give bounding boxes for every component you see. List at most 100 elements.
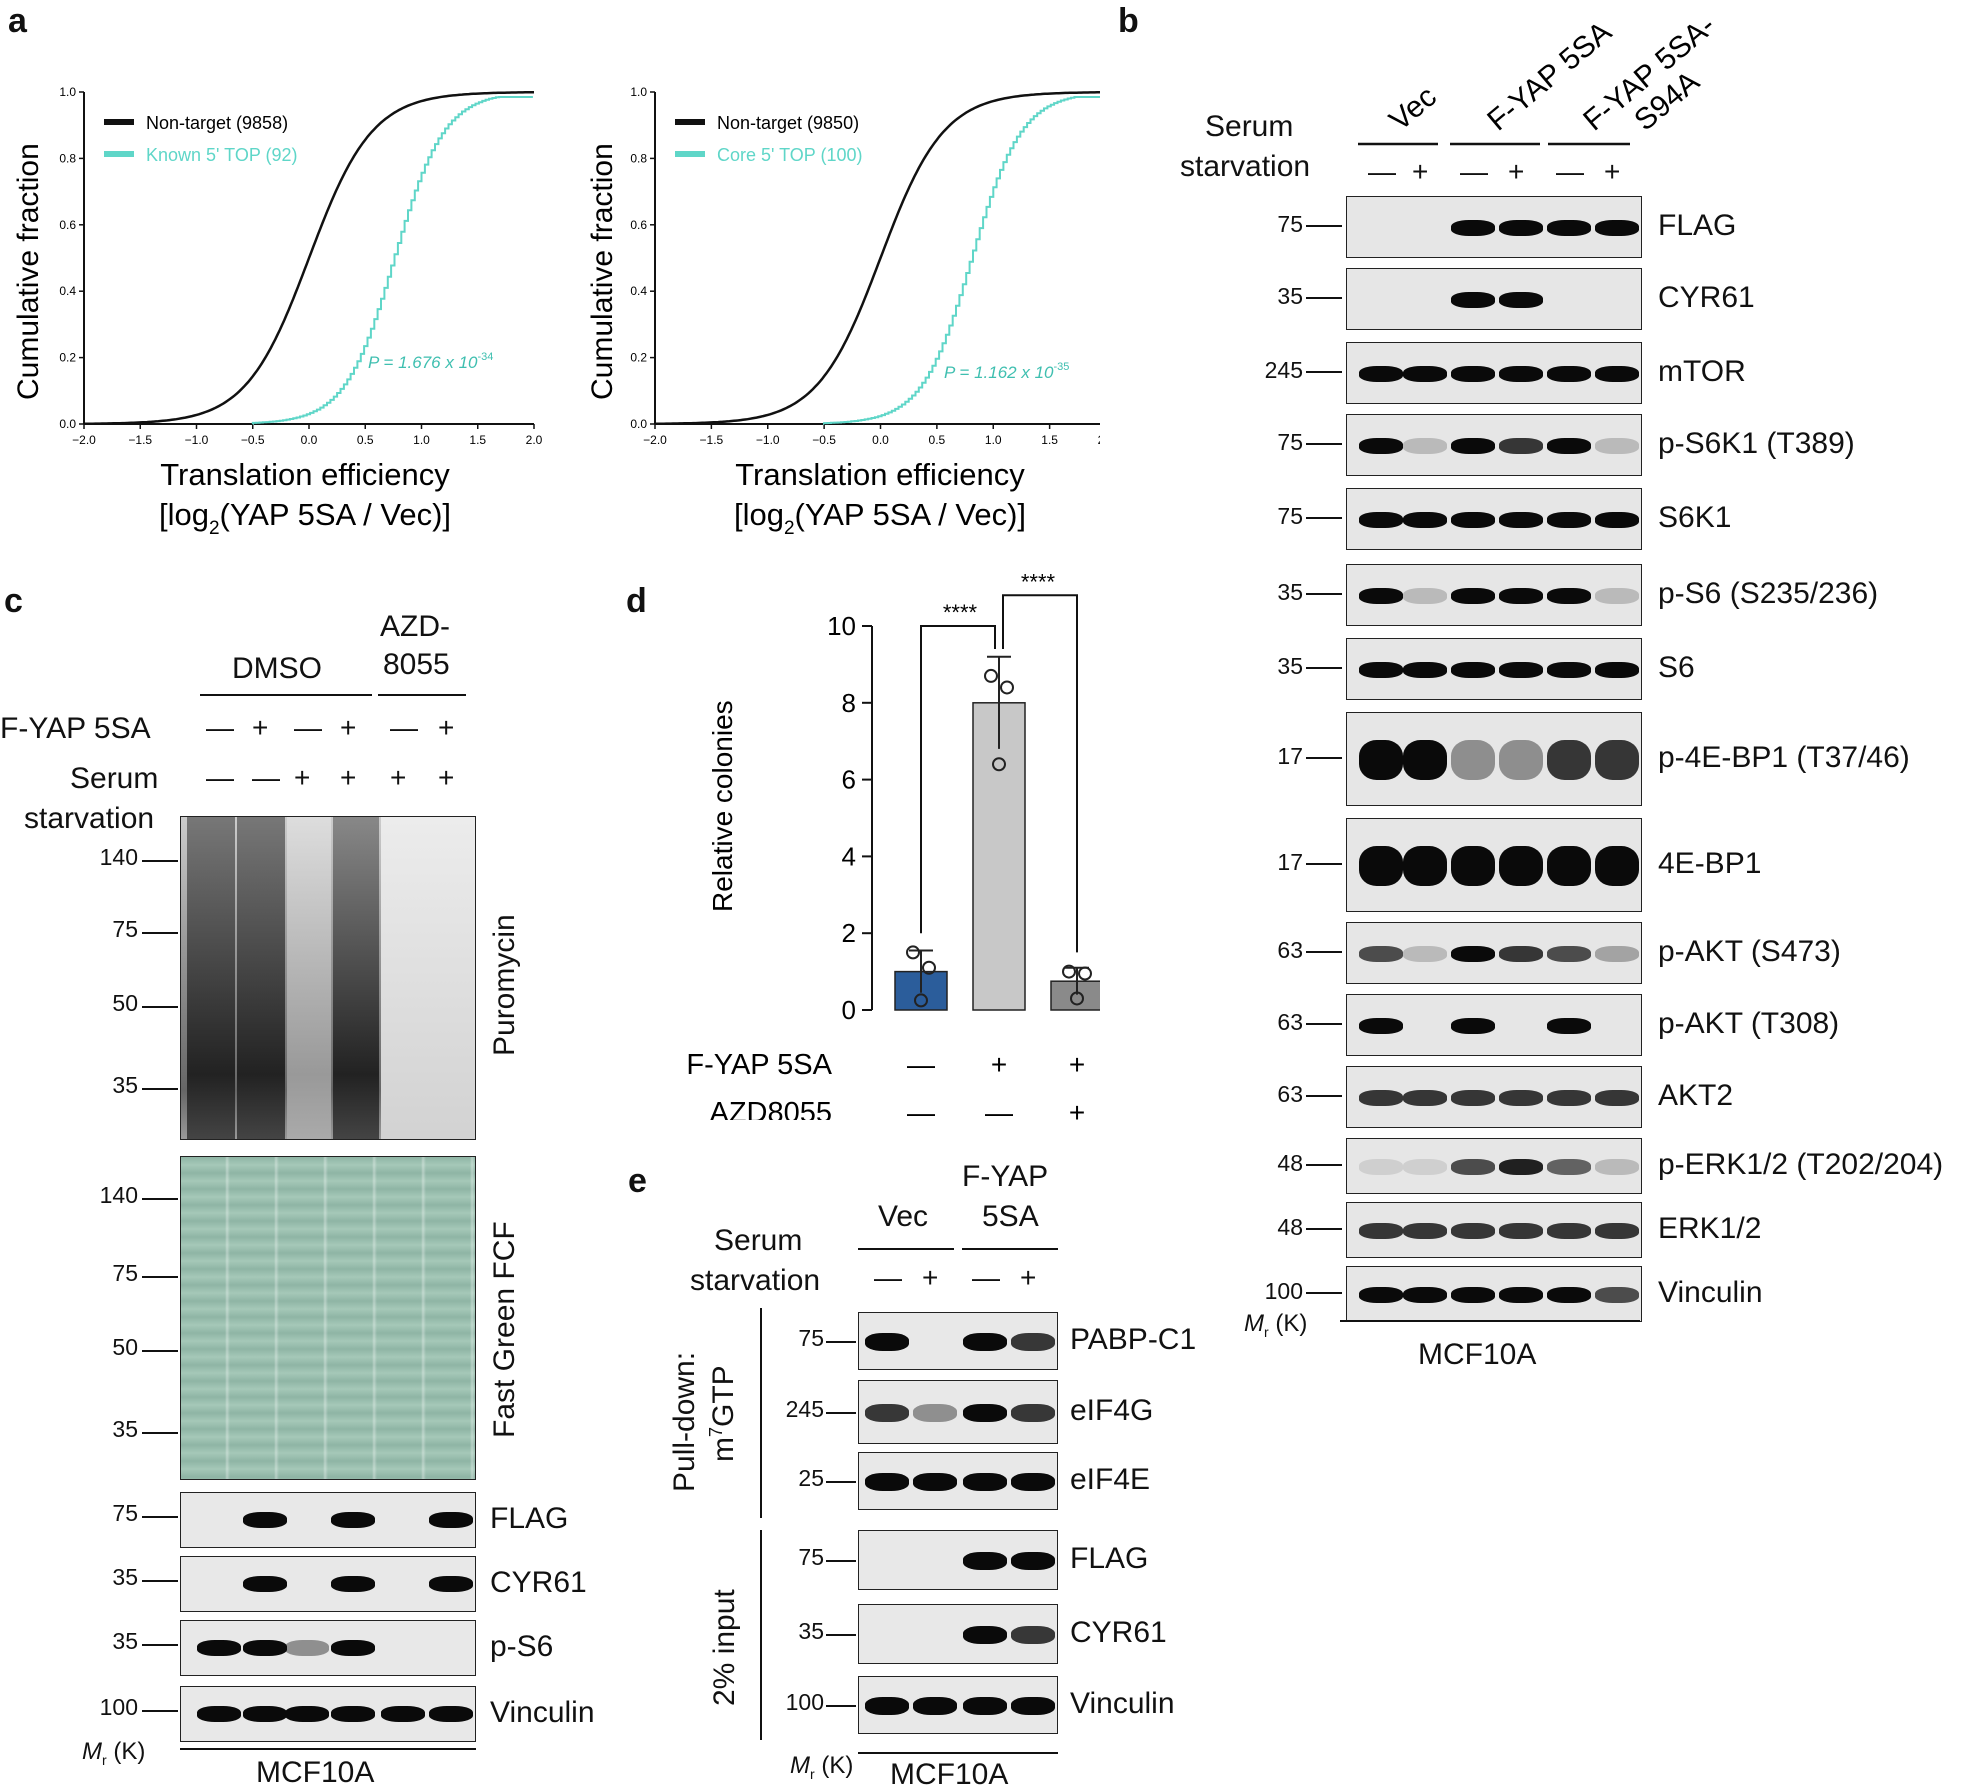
b-mw-14: 48: [1277, 1214, 1303, 1240]
b-label-2: CYR61: [1658, 281, 1755, 314]
b-label-6: p-S6 (S235/236): [1658, 577, 1879, 610]
c-small-mw-4: 100: [99, 1694, 138, 1720]
e-blot-5: [858, 1604, 1058, 1664]
c-fyap-sign: —: [390, 712, 418, 743]
xlabel-left-2b: (YAP 5SA / Vec)]: [220, 497, 451, 532]
c-fyap-sign: +: [438, 712, 455, 743]
e-label-4: FLAG: [1070, 1542, 1149, 1575]
c-puro-mw: 140: [99, 844, 138, 870]
d-row2-sign: +: [1069, 1097, 1085, 1120]
c-small-blot-3: [180, 1620, 476, 1676]
e-pulldown-1: Pull-down:: [668, 1351, 701, 1492]
svg-text:[log2(YAP 5SA / Vec)]: [log2(YAP 5SA / Vec)]: [159, 497, 451, 539]
e-blot-6: [858, 1676, 1058, 1734]
b-sign: +: [1604, 156, 1621, 187]
e-mw-tick-5: [826, 1634, 856, 1636]
d-point: [984, 668, 998, 683]
xlabel-right-2a: [log: [734, 497, 784, 532]
e-input: 2% input: [708, 1589, 741, 1706]
a-xtick: −0.5: [241, 433, 265, 447]
c-small-mw-2: 35: [112, 1564, 138, 1590]
c-serum-sign: +: [438, 762, 455, 793]
b-label-9: 4E-BP1: [1658, 847, 1762, 880]
b-serum-label-1: Serum: [1205, 110, 1294, 143]
c-small-mw-3: 35: [112, 1628, 138, 1654]
d-ytick: 6: [842, 765, 856, 795]
e-mw-tick-2: [826, 1412, 856, 1414]
svg-text:[log2(YAP 5SA / Vec)]: [log2(YAP 5SA / Vec)]: [734, 497, 1026, 539]
b-mw-tick-4: [1306, 443, 1342, 445]
a-ytick: 0.8: [630, 151, 647, 165]
b-label-8: p-4E-BP1 (T37/46): [1658, 741, 1910, 774]
a-xtick: 0.0: [301, 433, 318, 447]
c-azd-1: AZD-: [380, 610, 450, 643]
b-mw-tick-8: [1306, 757, 1342, 759]
cdf-top: [251, 96, 533, 425]
pvalue-right-exp: -35: [1053, 361, 1069, 373]
b-mw-2: 35: [1277, 283, 1303, 309]
a-ytick: 0.6: [59, 218, 76, 232]
a-ytick: 0.0: [59, 417, 76, 431]
a-ytick: 0.4: [630, 284, 647, 298]
panel-b-column-headers: Vec F-YAP 5SA F-YAP 5SA- S94A: [1358, 9, 1722, 146]
c-puro-tick: [142, 1088, 178, 1090]
a-xtick: 1.5: [1041, 433, 1058, 447]
b-sign: —: [1460, 156, 1488, 187]
e-label-2: eIF4G: [1070, 1394, 1154, 1427]
b-mw-3: 245: [1264, 357, 1303, 383]
e-sign: +: [922, 1262, 939, 1293]
b-mw-5: 75: [1277, 503, 1303, 529]
b-blot-4: [1346, 414, 1642, 476]
a-xtick: 0.5: [929, 433, 946, 447]
d-ytick: 4: [842, 841, 856, 871]
c-small-blot-4: [180, 1686, 476, 1742]
a-xtick: 2.0: [526, 433, 543, 447]
e-mw-tick-3: [826, 1481, 856, 1483]
d-ytick: 2: [842, 918, 856, 948]
e-mw-1: 75: [798, 1325, 824, 1351]
b-mw-tick-15: [1306, 1292, 1342, 1294]
a-xtick: −2.0: [72, 433, 96, 447]
b-mw-13: 48: [1277, 1150, 1303, 1176]
b-mw-10: 63: [1277, 937, 1303, 963]
c-fyap-sign: —: [206, 712, 234, 743]
b-blot-15: [1346, 1266, 1642, 1322]
xlabel-right-1: Translation efficiency: [735, 457, 1025, 492]
d-bar-3: [1050, 980, 1100, 1011]
e-mr-label: Mr (K): [790, 1752, 854, 1782]
b-mw-9: 17: [1277, 849, 1303, 875]
e-label-1: PABP-C1: [1070, 1323, 1197, 1356]
b-blot-2: [1346, 268, 1642, 330]
b-mw-tick-12: [1306, 1095, 1342, 1097]
d-point: [1070, 991, 1084, 1006]
e-col-5sa: 5SA: [982, 1200, 1039, 1233]
b-blot-9: [1346, 818, 1642, 912]
c-cell-line: MCF10A: [256, 1756, 375, 1789]
b-sign: —: [1556, 156, 1584, 187]
c-fg-tick: [142, 1276, 178, 1278]
b-mw-tick-13: [1306, 1164, 1342, 1166]
d-ylabel: Relative colonies: [707, 700, 738, 912]
c-serum-sign: —: [252, 762, 280, 793]
b-blot-13: [1346, 1138, 1642, 1194]
e-cell-line: MCF10A: [890, 1758, 1009, 1791]
c-fg-tick: [142, 1350, 178, 1352]
panel-e-label: e: [628, 1162, 647, 1200]
b-cell-line: MCF10A: [1418, 1338, 1537, 1371]
ylabel-right: Cumulative fraction: [586, 143, 619, 400]
e-mw-3: 25: [798, 1465, 824, 1491]
c-small-label-1: FLAG: [490, 1502, 569, 1535]
a-ytick: 0.0: [630, 417, 647, 431]
c-small-mw-1: 75: [112, 1500, 138, 1526]
a-xtick: −1.5: [128, 433, 152, 447]
c-puro-mw: 35: [112, 1072, 138, 1098]
a-xtick: −1.5: [700, 433, 724, 447]
a-xtick: −1.0: [185, 433, 209, 447]
xlabel-left-2a: [log: [159, 497, 209, 532]
pvalue-left-exp: -34: [477, 351, 493, 363]
d-ytick: 0: [842, 995, 856, 1025]
b-mw-tick-3: [1306, 371, 1342, 373]
panel-b-label: b: [1118, 2, 1139, 40]
c-fg-tick: [142, 1432, 178, 1434]
c-fyap-sign: +: [340, 712, 357, 743]
